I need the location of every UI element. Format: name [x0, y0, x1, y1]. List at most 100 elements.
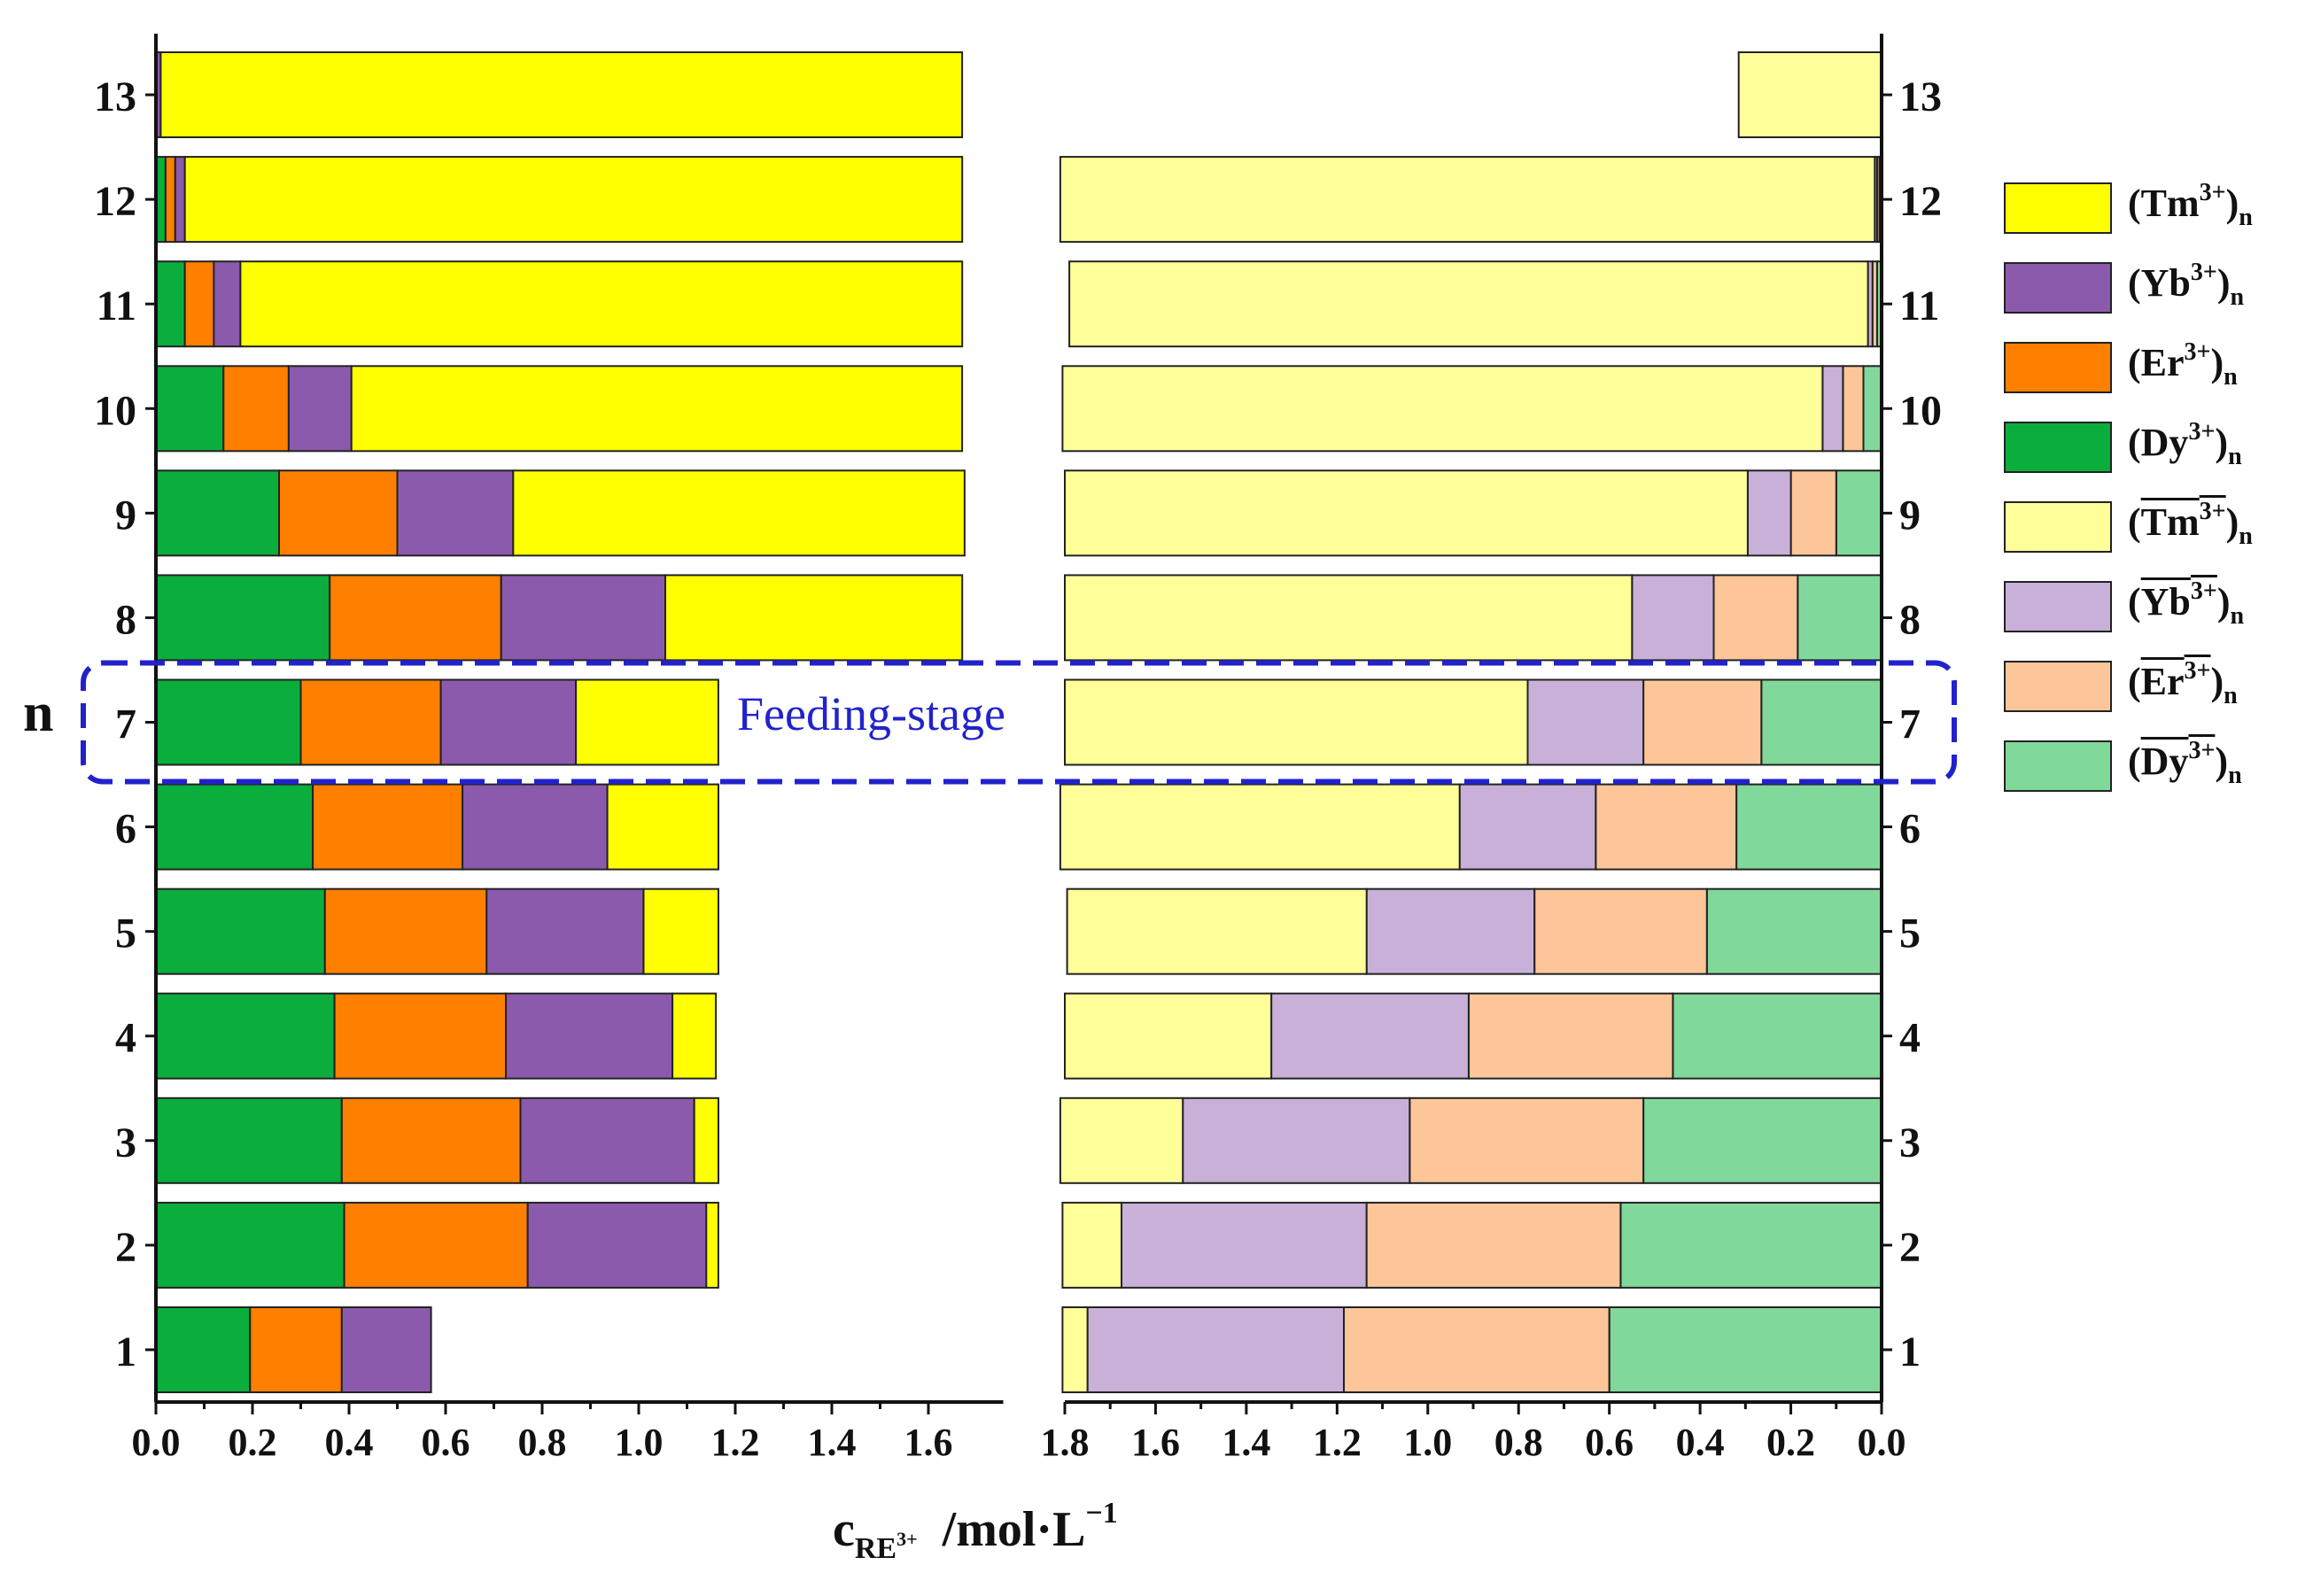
legend-ion-charge: 3+ — [2188, 418, 2216, 445]
left-x-tick-label: 0.4 — [325, 1421, 374, 1464]
left-bar-dy-stage-5 — [155, 887, 326, 975]
left-bar-er-stage-4 — [333, 992, 508, 1080]
right-bar-er-stage-9 — [1789, 469, 1837, 557]
feeding-stage-annotation: Feeding-stage — [737, 687, 1005, 740]
x-axis-label-sub-sup: 3+ — [896, 1528, 918, 1550]
left-bar-yb-stage-9 — [396, 469, 515, 557]
legend-item-tm-aqueous: (Tm3+)n — [2004, 177, 2305, 257]
legend-paren-close: ) — [2215, 740, 2229, 783]
right-bar-tm-stage-3 — [1059, 1096, 1184, 1184]
left-y-tick-label: 5 — [115, 910, 136, 957]
legend-item-dy-aqueous: (Dy3+)n — [2004, 416, 2305, 496]
legend-swatch — [2004, 581, 2112, 632]
legend-ion-charge: 3+ — [2199, 179, 2226, 206]
right-bar-tm-stage-10 — [1061, 365, 1824, 453]
legend-label: (Yb3+)n — [2128, 577, 2244, 631]
right-bar-tm-stage-11 — [1068, 260, 1869, 348]
legend-label: (Dy3+)n — [2128, 737, 2242, 790]
x-axis-label-sub-text: RE — [854, 1532, 897, 1565]
left-bar-tm-stage-9 — [512, 469, 966, 557]
left-bar-tm-stage-8 — [664, 574, 964, 662]
left-bar-yb-stage-12 — [174, 156, 186, 244]
right-bar-er-stage-2 — [1365, 1201, 1622, 1289]
left-bar-tm-stage-7 — [575, 678, 719, 766]
left-bar-yb-stage-3 — [519, 1096, 695, 1184]
right-bar-dy-stage-10 — [1862, 365, 1882, 453]
right-bar-dy-stage-4 — [1672, 992, 1883, 1080]
right-y-tick-label: 10 — [1899, 387, 1942, 434]
left-bar-er-stage-3 — [340, 1096, 522, 1184]
right-bar-er-stage-4 — [1467, 992, 1674, 1080]
right-y-tick-label: 3 — [1899, 1120, 1921, 1166]
legend-paren-close: ) — [2216, 261, 2231, 305]
legend-subscript: n — [2239, 204, 2253, 231]
legend-swatch — [2004, 262, 2112, 314]
right-bar-dy-stage-5 — [1705, 887, 1883, 975]
legend-swatch — [2004, 422, 2112, 473]
legend-ion: Tm3+ — [2141, 179, 2226, 225]
left-bar-dy-stage-10 — [155, 365, 225, 453]
left-y-tick-label: 12 — [94, 178, 136, 225]
legend-swatch — [2004, 182, 2112, 234]
legend-ion-symbol: Dy — [2140, 740, 2189, 783]
left-bar-dy-stage-2 — [155, 1201, 345, 1289]
x-axis-label-unit-sup: −1 — [1085, 1497, 1118, 1530]
right-bar-tm-stage-7 — [1064, 678, 1529, 766]
left-bar-dy-stage-4 — [155, 992, 336, 1080]
left-bar-tm-stage-2 — [705, 1201, 719, 1289]
legend-ion-charge: 3+ — [2190, 577, 2217, 605]
right-x-tick-label: 1.2 — [1313, 1421, 1362, 1464]
right-y-tick-label: 7 — [1899, 701, 1921, 748]
left-bar-yb-stage-2 — [526, 1201, 708, 1289]
left-x-tick-label: 1.6 — [904, 1421, 953, 1464]
right-x-tick-label: 0.8 — [1494, 1421, 1543, 1464]
left-bar-dy-stage-8 — [155, 574, 331, 662]
legend-swatch — [2004, 342, 2112, 393]
right-bar-yb-stage-7 — [1526, 678, 1645, 766]
x-axis-label-unit: /mol·L — [942, 1502, 1086, 1557]
left-bar-er-stage-8 — [329, 574, 502, 662]
legend-swatch — [2004, 661, 2112, 712]
right-bar-yb-stage-6 — [1458, 783, 1597, 871]
right-bar-er-stage-5 — [1533, 887, 1708, 975]
right-bar-yb-stage-10 — [1821, 365, 1844, 453]
left-x-tick-label: 0.6 — [422, 1421, 470, 1464]
right-bar-yb-stage-8 — [1631, 574, 1715, 662]
left-bar-dy-stage-3 — [155, 1096, 343, 1184]
right-bar-er-stage-3 — [1409, 1096, 1645, 1184]
legend-item-tm-organic: (Tm3+)n — [2004, 496, 2305, 576]
left-bar-yb-stage-6 — [462, 783, 609, 871]
legend-ion-symbol: Tm — [2140, 500, 2200, 544]
right-bar-yb-stage-4 — [1270, 992, 1470, 1080]
right-bar-er-stage-1 — [1343, 1306, 1611, 1393]
legend-subscript: n — [2224, 363, 2238, 391]
left-bar-yb-stage-10 — [287, 365, 353, 453]
legend-subscript: n — [2230, 602, 2245, 630]
right-x-tick-label: 0.6 — [1585, 1421, 1634, 1464]
left-bar-dy-stage-7 — [155, 678, 302, 766]
legend-subscript: n — [2224, 682, 2238, 709]
left-x-tick-label: 0.2 — [229, 1421, 277, 1464]
left-bar-tm-stage-13 — [159, 51, 964, 138]
legend-paren-close: ) — [2210, 341, 2224, 384]
right-bar-dy-stage-1 — [1608, 1306, 1882, 1393]
legend-paren-open: ( — [2128, 580, 2141, 624]
legend-ion: Er3+ — [2141, 657, 2211, 703]
right-x-tick-label: 1.8 — [1041, 1421, 1090, 1464]
right-y-tick-label: 9 — [1899, 492, 1921, 538]
left-bar-tm-stage-5 — [642, 887, 719, 975]
legend-ion: Dy3+ — [2141, 418, 2216, 464]
legend-paren-close: ) — [2216, 580, 2231, 624]
legend-paren-open: ( — [2128, 182, 2141, 225]
legend-paren-open: ( — [2128, 341, 2141, 384]
left-bar-er-stage-1 — [249, 1306, 343, 1393]
legend-ion-charge: 3+ — [2184, 338, 2211, 366]
legend-label: (Er3+)n — [2128, 657, 2238, 710]
right-bar-tm-stage-2 — [1061, 1201, 1123, 1289]
legend-ion-symbol: Yb — [2140, 580, 2191, 624]
right-y-tick-label: 13 — [1899, 74, 1942, 120]
left-bar-er-stage-6 — [312, 783, 463, 871]
legend-ion-charge: 3+ — [2188, 737, 2216, 764]
right-bar-yb-stage-1 — [1086, 1306, 1345, 1393]
